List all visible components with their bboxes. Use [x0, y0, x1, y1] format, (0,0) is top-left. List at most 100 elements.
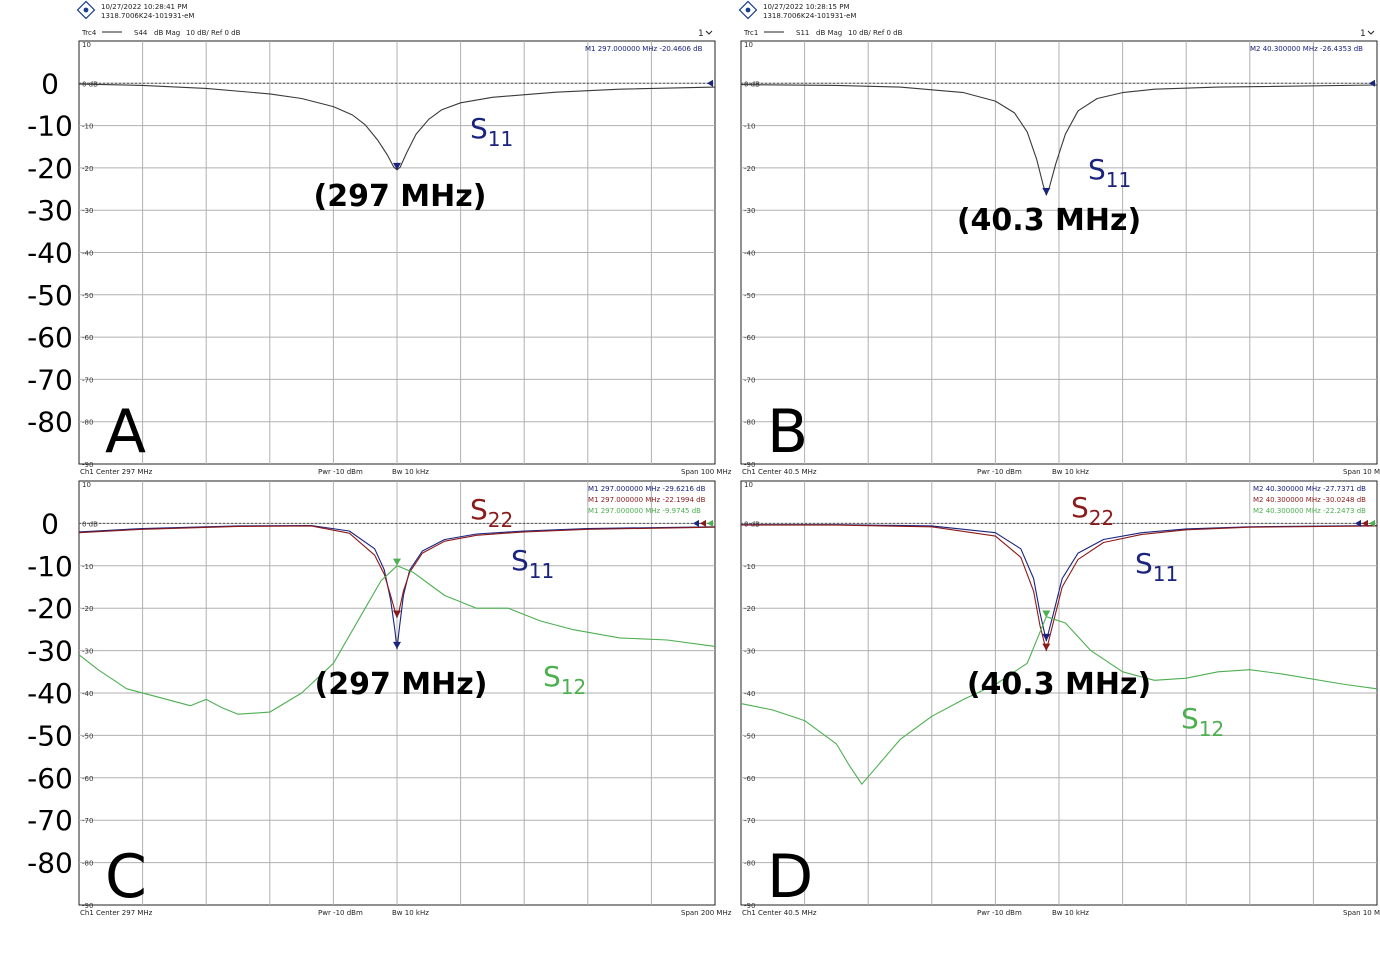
marker-readout: M2 40.300000 MHz -27.7371 dB — [1253, 485, 1366, 493]
trace-scale: 10 dB/ Ref 0 dB — [848, 29, 903, 37]
small-tick-label: -90 — [82, 902, 93, 910]
panel-letter: B — [767, 397, 808, 467]
small-tick-label: -70 — [82, 817, 93, 825]
small-tick-label: -40 — [82, 690, 93, 698]
y-axis-tick-label: -80 — [27, 847, 73, 880]
small-tick-label: -30 — [744, 648, 755, 656]
sparam-label: S11 — [470, 112, 513, 151]
trace-s11 — [741, 524, 1378, 642]
reference-arrow — [1355, 519, 1361, 527]
small-tick-label: -50 — [744, 732, 755, 740]
sparam-label: S22 — [1071, 491, 1114, 530]
sparam-label: S12 — [1181, 702, 1224, 741]
footer-channel: Ch1 — [742, 468, 756, 476]
small-tick-label: -50 — [82, 732, 93, 740]
marker-readout: M1 297.000000 MHz -22.1994 dB — [588, 496, 706, 504]
y-axis-tick-label: -10 — [27, 550, 73, 583]
panel-letter: C — [105, 842, 147, 912]
small-tick-label: -30 — [82, 648, 93, 656]
panel-b: 100 dB-10-20-30-40-50-60-70-80-9010/27/2… — [738, 0, 1380, 476]
footer-center: Center 297 MHz — [96, 468, 153, 476]
small-tick-label: -10 — [82, 123, 93, 131]
trace-format: dB Mag — [816, 29, 842, 37]
marker-triangle — [1042, 610, 1051, 618]
marker-triangle — [1042, 643, 1051, 651]
marker-triangle — [393, 558, 401, 566]
y-axis-tick-label: -20 — [27, 152, 73, 185]
trace-s11 — [740, 84, 1378, 196]
y-axis-tick-label: -80 — [27, 406, 73, 439]
marker-readout: M1 297.000000 MHz -20.4606 dB — [585, 45, 703, 53]
marker-triangle — [393, 641, 401, 649]
small-tick-label: -70 — [82, 376, 93, 384]
footer-center: Center 40.5 MHz — [758, 909, 817, 917]
reference-arrow — [693, 519, 699, 527]
marker-triangle — [393, 610, 401, 618]
frequency-annotation: (297 MHz) — [315, 667, 488, 702]
small-tick-label: -30 — [744, 207, 755, 215]
panel-a: 100 dB-10-20-30-40-50-60-70-80-900-10-20… — [27, 0, 732, 476]
timestamp: 10/27/2022 10:28:41 PM — [101, 3, 188, 11]
trace-param: S44 — [134, 29, 148, 37]
small-tick-label: -80 — [82, 860, 93, 868]
small-tick-label: -60 — [82, 334, 93, 342]
y-axis-tick-label: -70 — [27, 804, 73, 837]
footer-power: Pwr -10 dBm — [318, 909, 363, 917]
small-tick-label: 10 — [744, 41, 753, 49]
footer-channel: Ch1 — [80, 468, 94, 476]
timestamp: 10/27/2022 10:28:15 PM — [763, 3, 850, 11]
footer-span: Span 100 MHz — [681, 468, 732, 476]
y-axis-tick-label: -50 — [27, 719, 73, 752]
logo-diamond — [738, 0, 758, 20]
marker-triangle — [393, 162, 401, 170]
small-tick-label: -20 — [82, 605, 93, 613]
footer-bandwidth: Bw 10 kHz — [1052, 909, 1089, 917]
channel-selector: 1 — [698, 29, 704, 39]
trace-name: Trc1 — [743, 29, 758, 37]
marker-readout: M1 297.000000 MHz -29.6216 dB — [588, 485, 706, 493]
small-tick-label: -10 — [82, 563, 93, 571]
frequency-annotation: (297 MHz) — [314, 179, 487, 214]
small-tick-label: 0 dB — [82, 520, 98, 528]
small-tick-label: -80 — [744, 419, 755, 427]
small-tick-label: -80 — [744, 860, 755, 868]
small-tick-label: -60 — [744, 775, 755, 783]
y-axis-tick-label: -30 — [27, 635, 73, 668]
y-axis-tick-label: -40 — [27, 677, 73, 710]
y-axis-tick-label: -70 — [27, 363, 73, 396]
device-id: 1318.7006K24-101931-eM — [101, 12, 194, 20]
sparam-label: S12 — [543, 660, 586, 699]
logo-dot — [83, 7, 89, 13]
y-axis-tick-label: -50 — [27, 279, 73, 312]
y-axis-tick-label: 0 — [41, 507, 59, 540]
small-tick-label: -10 — [744, 563, 755, 571]
trace-format: dB Mag — [154, 29, 180, 37]
reference-arrow — [1362, 519, 1368, 527]
trace-name: Trc4 — [81, 29, 97, 37]
trace-scale: 10 dB/ Ref 0 dB — [186, 29, 241, 37]
footer-center: Center 297 MHz — [96, 909, 153, 917]
sparam-label: S11 — [1135, 547, 1178, 586]
small-tick-label: 10 — [82, 481, 91, 489]
reference-arrow — [707, 519, 713, 527]
small-tick-label: -20 — [744, 165, 755, 173]
trace-s12 — [740, 616, 1378, 785]
frequency-annotation: (40.3 MHz) — [957, 203, 1141, 238]
logo-diamond — [76, 0, 96, 20]
small-tick-label: -20 — [82, 165, 93, 173]
small-tick-label: -30 — [82, 207, 93, 215]
device-id: 1318.7006K24-101931-eM — [763, 12, 856, 20]
footer-center: Center 40.5 MHz — [758, 468, 817, 476]
footer-span: Span 10 MHz — [1343, 909, 1380, 917]
y-axis-tick-label: -20 — [27, 592, 73, 625]
trace-param: S11 — [796, 29, 809, 37]
panel-c: 10 0 dB -10 -20 -30 -40 -50 -60 -70 -80 -90 0 -10 -20… — [27, 480, 732, 917]
frequency-annotation: (40.3 MHz) — [967, 667, 1151, 702]
y-axis-tick-label: 0 — [41, 67, 59, 100]
channel-selector: 1 — [1360, 29, 1366, 39]
footer-power: Pwr -10 dBm — [977, 909, 1022, 917]
y-axis-tick-label: -40 — [27, 237, 73, 270]
sparam-label: S11 — [1088, 153, 1131, 192]
small-tick-label: 10 — [744, 481, 753, 489]
